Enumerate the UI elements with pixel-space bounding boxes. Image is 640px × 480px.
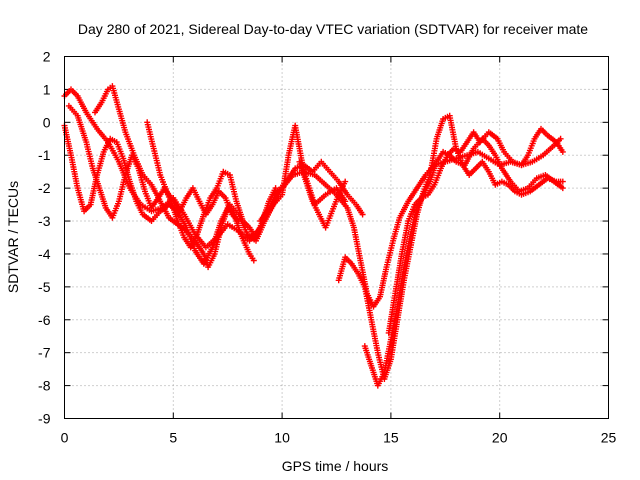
data-point: [559, 185, 566, 192]
data-point: [272, 185, 279, 192]
data-point: [359, 211, 366, 218]
y-tick-label: 2: [43, 49, 51, 65]
series-track-5: [144, 119, 242, 224]
data-marks: [61, 83, 566, 389]
chart-title: Day 280 of 2021, Sidereal Day-to-day VTE…: [78, 21, 588, 37]
series-track-10: [296, 158, 349, 231]
x-tick-label: 10: [274, 430, 290, 446]
x-tick-label: 15: [383, 430, 399, 446]
y-tick-label: -9: [38, 411, 51, 427]
data-point: [235, 218, 242, 224]
x-tick-label: 0: [61, 430, 69, 446]
y-tick-label: -8: [38, 378, 51, 394]
y-tick-label: -2: [38, 180, 51, 196]
data-point: [342, 178, 349, 185]
series-track-8: [385, 125, 566, 336]
plot-frame: [64, 56, 609, 419]
y-axis-title: SDTVAR / TECUs: [5, 181, 21, 293]
data-point: [557, 135, 564, 142]
y-tick-label: -5: [38, 279, 51, 295]
y-tick-label: -1: [38, 147, 51, 163]
data-point: [559, 148, 566, 155]
x-axis-title: GPS time / hours: [282, 458, 389, 474]
y-tick-label: 0: [43, 114, 51, 130]
y-tick-label: -3: [38, 213, 51, 229]
y-tick-label: 1: [43, 81, 51, 97]
data-point: [250, 257, 257, 264]
y-tick-label: -6: [38, 312, 51, 328]
y-tick-label: -7: [38, 345, 51, 361]
y-tick-label: -4: [38, 246, 51, 262]
data-point: [342, 198, 349, 205]
data-point: [559, 178, 566, 185]
x-tick-label: 25: [601, 430, 617, 446]
x-tick-label: 5: [169, 430, 177, 446]
x-tick-label: 20: [492, 430, 508, 446]
